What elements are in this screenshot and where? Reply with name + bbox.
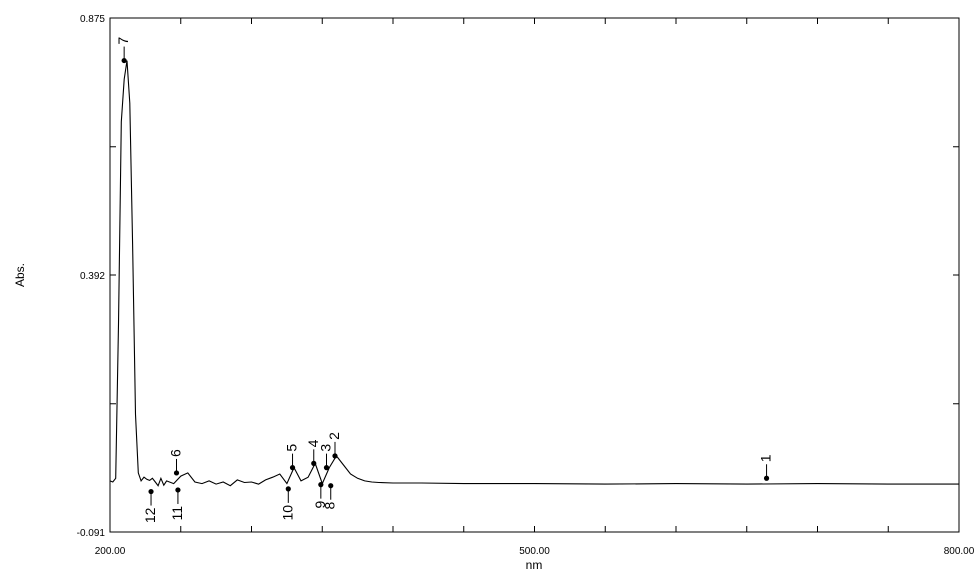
- peak-marker: 11: [169, 487, 185, 521]
- peak-marker: 7: [115, 37, 131, 64]
- peak-label: 7: [115, 37, 131, 45]
- peak-marker: 8: [322, 483, 338, 510]
- peak-marker: 9: [312, 482, 328, 508]
- tick-labels: 200.00 500.00 800.00 -0.091 0.392 0.875: [77, 14, 975, 557]
- series-line: [109, 60, 959, 487]
- peak-label: 12: [142, 507, 158, 523]
- x-axis-label: nm: [526, 558, 543, 571]
- peak-label: 2: [326, 432, 342, 440]
- x-tick-label: 500.00: [519, 546, 550, 557]
- plot-frame: [109, 17, 960, 533]
- peak-label: 1: [758, 454, 774, 462]
- peak-label: 11: [169, 506, 185, 521]
- peak-label: 3: [317, 444, 333, 452]
- peak-dot: [121, 57, 127, 64]
- peak-label: 6: [168, 449, 184, 457]
- y-tick-label: 0.875: [80, 14, 105, 25]
- peak-marker: 6: [168, 449, 184, 476]
- peak-label: 10: [279, 505, 295, 521]
- peak-marker: 5: [284, 444, 300, 471]
- peak-marker: 4: [305, 439, 321, 466]
- y-tick-label: 0.392: [80, 271, 105, 282]
- peak-label: 4: [305, 439, 321, 447]
- x-tick-label: 800.00: [944, 546, 975, 557]
- peak-label: 8: [322, 502, 338, 510]
- peak-label: 9: [312, 500, 328, 508]
- peak-marker: 1: [758, 454, 774, 481]
- x-tick-label: 200.00: [95, 546, 126, 557]
- peak-marker: 3: [317, 444, 333, 471]
- axis-ticks: [109, 17, 960, 533]
- peak-marker: 12: [142, 488, 158, 523]
- y-axis-label: Abs.: [13, 263, 27, 287]
- peak-label: 5: [284, 444, 300, 452]
- y-tick-label: -0.091: [77, 528, 106, 539]
- peak-marker: 2: [326, 432, 342, 459]
- peak-marker: 10: [279, 486, 295, 520]
